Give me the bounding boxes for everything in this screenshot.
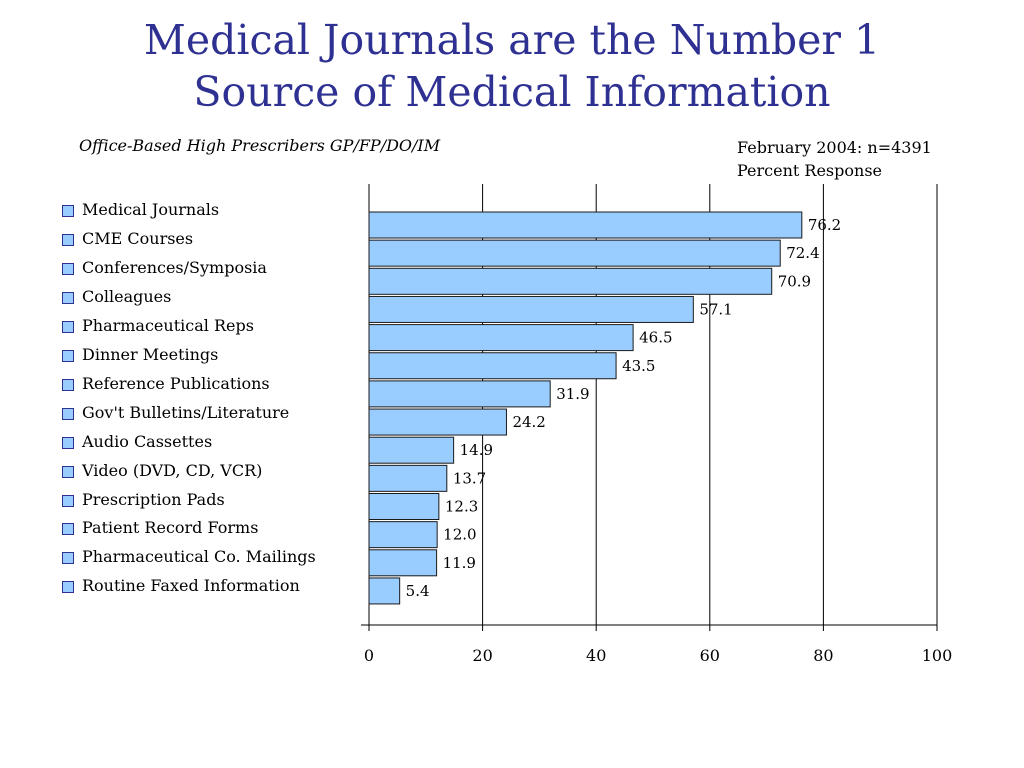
title-line-1: Medical Journals are the Number 1	[143, 16, 881, 64]
legend-swatch	[62, 205, 74, 217]
legend-label: Reference Publications	[82, 373, 270, 393]
x-tick-label: 60	[700, 646, 720, 665]
legend-swatch	[62, 523, 74, 536]
page-title: Medical Journals are the Number 1 Source…	[0, 14, 1024, 118]
legend-label: Audio Cassettes	[82, 431, 213, 451]
legend-label: Routine Faxed Information	[82, 576, 300, 596]
legend-swatch	[62, 494, 74, 507]
legend-swatch	[62, 320, 74, 333]
sample-date-line: February 2004: n=4391	[737, 138, 932, 157]
legend-label: Gov't Bulletins/Literature	[82, 402, 290, 422]
data-label: 5.4	[406, 582, 430, 600]
response-unit-line: Percent Response	[737, 161, 882, 180]
legend-label: Colleagues	[82, 286, 172, 306]
legend-label: Dinner Meetings	[82, 344, 219, 364]
data-label: 46.5	[639, 329, 672, 347]
x-tick-label: 0	[364, 646, 374, 665]
legend-label: Pharmaceutical Reps	[82, 315, 254, 335]
legend-swatch	[62, 407, 74, 420]
bar	[368, 380, 551, 408]
bar	[368, 324, 634, 352]
legend-label: Patient Record Forms	[82, 518, 259, 538]
chart-subtitle: Office-Based High Prescribers GP/FP/DO/I…	[79, 136, 441, 155]
data-label: 76.2	[808, 216, 841, 234]
legend-label: Conferences/Symposia	[82, 257, 267, 277]
data-label: 13.7	[453, 469, 486, 487]
data-label: 57.1	[699, 300, 732, 318]
legend-swatch	[62, 552, 74, 565]
x-tick-label: 20	[472, 646, 492, 665]
legend-label: CME Courses	[82, 228, 194, 248]
legend-swatch	[62, 291, 74, 304]
data-label: 11.9	[443, 554, 476, 572]
legend-label: Medical Journals	[82, 200, 220, 219]
data-label: 12.0	[443, 526, 476, 544]
bar	[368, 211, 803, 239]
legend-swatch	[62, 378, 74, 391]
bar	[368, 267, 773, 295]
sample-info: February 2004: n=4391 Percent Response	[737, 136, 932, 182]
bar	[368, 549, 438, 577]
legend-swatch	[62, 436, 74, 449]
legend-swatch	[62, 233, 74, 246]
data-label: 24.2	[512, 413, 545, 431]
legend-swatch	[62, 349, 74, 362]
bar	[368, 464, 448, 492]
bar	[368, 352, 617, 380]
bar	[368, 577, 401, 605]
legend-swatch	[62, 262, 74, 275]
bar	[368, 295, 694, 323]
legend-swatch	[62, 581, 74, 594]
x-tick-label: 80	[813, 646, 833, 665]
bar	[368, 493, 440, 520]
data-label: 72.4	[786, 244, 819, 262]
legend-swatch	[62, 465, 74, 478]
bar	[368, 239, 781, 267]
legend-label: Pharmaceutical Co. Mailings	[82, 547, 316, 567]
data-label: 14.9	[460, 441, 493, 459]
data-label: 31.9	[556, 385, 589, 403]
bar	[368, 408, 507, 436]
data-label: 43.5	[622, 357, 655, 375]
legend-label: Video (DVD, CD, VCR)	[82, 460, 263, 480]
bar	[368, 521, 438, 549]
data-label: 70.9	[778, 272, 811, 290]
legend-label: Prescription Pads	[82, 489, 225, 509]
x-tick-label: 40	[586, 646, 606, 665]
data-label: 12.3	[445, 498, 478, 516]
x-tick-label: 100	[922, 646, 953, 665]
bar	[368, 436, 455, 464]
title-line-2: Source of Medical Information	[193, 68, 831, 116]
